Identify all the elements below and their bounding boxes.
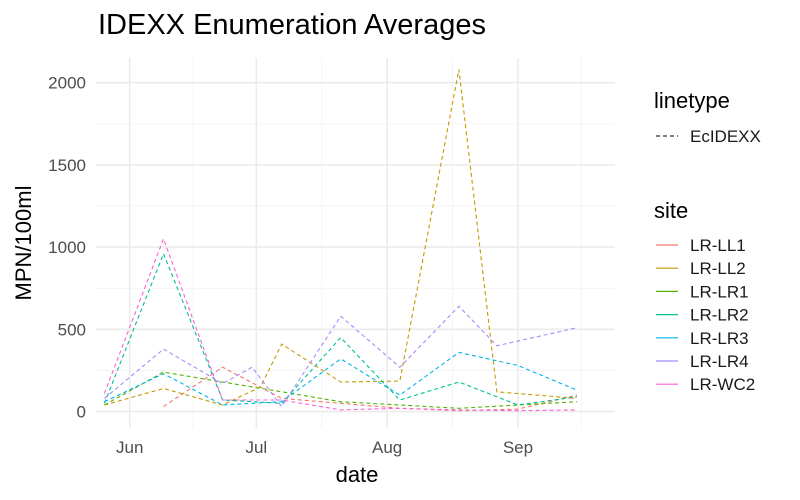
y-tick-label: 1000 bbox=[48, 238, 86, 257]
legend-label-lr-ll2: LR-LL2 bbox=[690, 259, 746, 278]
chart-title: IDEXX Enumeration Averages bbox=[98, 9, 486, 41]
y-tick-label: 2000 bbox=[48, 74, 86, 93]
legend-label-lr-lr2: LR-LR2 bbox=[690, 306, 749, 325]
series-line-lr-lr3 bbox=[104, 351, 578, 406]
linetype-legend-label: EcIDEXX bbox=[690, 127, 761, 146]
x-tick-label: Aug bbox=[372, 438, 402, 457]
x-tick-label: Sep bbox=[503, 438, 533, 457]
series-lines bbox=[103, 69, 578, 412]
series-line-lr-wc2 bbox=[103, 237, 578, 412]
legend-label-lr-ll1: LR-LL1 bbox=[690, 236, 746, 255]
legend-label-lr-lr4: LR-LR4 bbox=[690, 352, 749, 371]
y-tick-label: 500 bbox=[58, 320, 86, 339]
linetype-legend-title: linetype bbox=[654, 88, 730, 113]
y-tick-label: 0 bbox=[77, 403, 86, 422]
site-legend: site LR-LL1 LR-LL2 LR-LR1 LR-LR2 LR-LR3 LR-LR… bbox=[654, 198, 755, 394]
grid bbox=[96, 58, 615, 428]
x-tick-labels: Jun Jul Aug Sep bbox=[116, 438, 533, 457]
series-line-lr-ll1 bbox=[163, 366, 578, 412]
series-line-lr-ll2 bbox=[104, 69, 578, 406]
x-tick-label: Jun bbox=[116, 438, 143, 457]
x-tick-label: Jul bbox=[245, 438, 267, 457]
series-line-lr-lr2 bbox=[103, 252, 578, 406]
legend-label-lr-lr3: LR-LR3 bbox=[690, 329, 749, 348]
x-axis-title: date bbox=[336, 462, 379, 487]
y-tick-labels: 0 500 1000 1500 2000 bbox=[48, 74, 86, 422]
y-tick-label: 1500 bbox=[48, 156, 86, 175]
site-legend-title: site bbox=[654, 198, 688, 223]
linetype-legend: linetype EcIDEXX bbox=[654, 88, 761, 146]
series-line-lr-lr1 bbox=[104, 371, 578, 409]
y-axis-title: MPN/100ml bbox=[11, 186, 36, 301]
series-line-lr-lr4 bbox=[104, 305, 578, 408]
legend-label-lr-wc2: LR-WC2 bbox=[690, 375, 755, 394]
legend-label-lr-lr1: LR-LR1 bbox=[690, 282, 749, 301]
